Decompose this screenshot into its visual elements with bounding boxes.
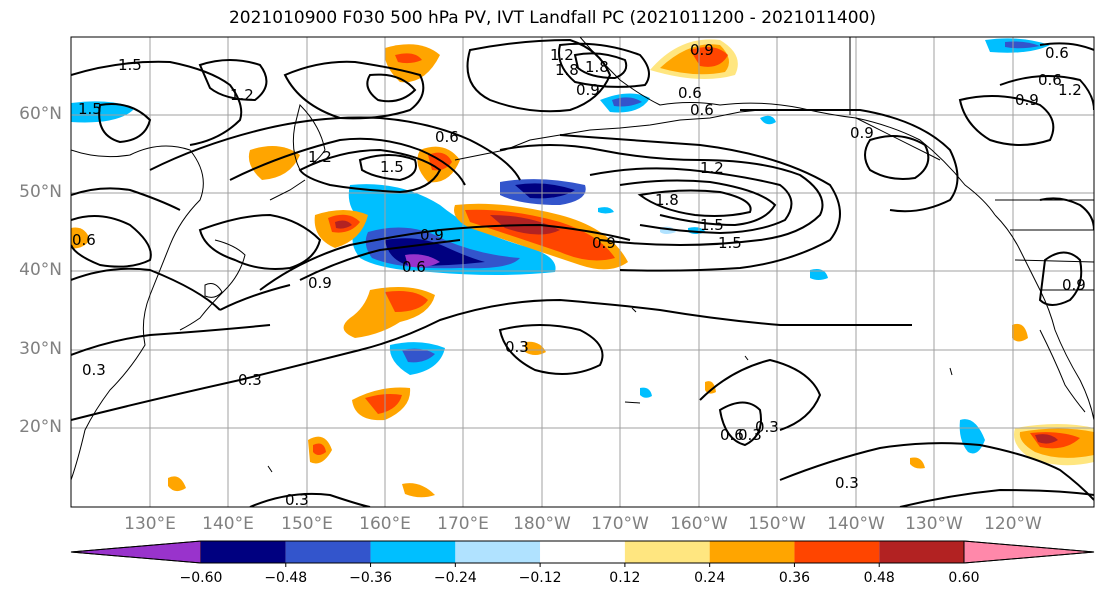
lon-label: 140°E (202, 514, 254, 534)
contour-label: 1.5 (118, 56, 142, 74)
colorbar-tick-label: 0.36 (778, 570, 811, 586)
colorbar-tick-label: 0.60 (948, 570, 980, 586)
colorbar-tick-label: −0.60 (179, 570, 223, 586)
contour-label: 0.3 (238, 371, 262, 389)
contour-labels: 1.5 1.5 1.2 1.2 1.8 1.8 0.9 0.9 0.6 0.6 … (72, 41, 1086, 509)
contour-label: 0.3 (82, 361, 106, 379)
contour-label: 1.8 (555, 61, 579, 79)
lon-label: 130°E (124, 514, 176, 534)
contour-label: 0.3 (835, 474, 859, 492)
colorbar-tick-label: −0.36 (349, 570, 392, 586)
lon-label: 140°W (827, 514, 885, 534)
contour-label: 0.9 (592, 234, 616, 252)
contour-label: 1.2 (308, 148, 332, 166)
contour-label: 0.9 (1015, 91, 1039, 109)
contour-label: 0.6 (720, 426, 744, 444)
contour-label: 1.2 (700, 159, 724, 177)
contour-label: 0.9 (576, 81, 600, 99)
contour-label: 0.6 (678, 84, 702, 102)
contour-label: 0.9 (850, 124, 874, 142)
contour-label: 1.2 (1058, 81, 1082, 99)
lon-label: 180°W (513, 514, 571, 534)
colorbar-tick-label: −0.24 (433, 570, 477, 586)
contour-label: 0.6 (435, 128, 459, 146)
lon-label: 160°E (359, 514, 411, 534)
lon-label: 170°W (591, 514, 649, 534)
contour-label: 0.6 (72, 231, 96, 249)
contour-label: 0.6 (690, 101, 714, 119)
lon-label: 150°W (748, 514, 806, 534)
contour-label: 1.2 (230, 86, 254, 104)
lon-label: 130°W (905, 514, 963, 534)
lon-label: 150°E (281, 514, 333, 534)
contour-label: 0.3 (738, 426, 762, 444)
lon-label: 170°E (437, 514, 489, 534)
contour-label: 0.3 (755, 418, 779, 436)
contour-label: 1.5 (718, 234, 742, 252)
contour-label: 0.9 (690, 41, 714, 59)
lat-label: 20°N (19, 417, 62, 437)
contour-label: 1.2 (550, 46, 574, 64)
contour-label: 0.3 (285, 491, 309, 509)
lon-label: 160°W (670, 514, 728, 534)
contour-label: 0.9 (420, 226, 444, 244)
contour-label: 0.6 (402, 258, 426, 276)
contour-label: 1.5 (78, 100, 102, 118)
contour-label: 1.5 (380, 158, 404, 176)
map-content: 1.5 1.5 1.2 1.2 1.8 1.8 0.9 0.9 0.6 0.6 … (71, 37, 1094, 509)
lat-label: 50°N (19, 182, 62, 202)
map-title: 2021010900 F030 500 hPa PV, IVT Landfall… (228, 8, 876, 28)
contour-label: 0.9 (1062, 276, 1086, 294)
lat-label: 40°N (19, 260, 62, 280)
contour-label: 1.8 (655, 191, 679, 209)
contour-label: 0.3 (505, 338, 529, 356)
coastlines (71, 37, 1094, 481)
colorbar-tick-label: 0.48 (863, 570, 895, 586)
lat-label: 60°N (19, 104, 62, 124)
contour-label: 0.9 (308, 274, 332, 292)
contour-label: 1.5 (700, 216, 724, 234)
colorbar-tick-label: −0.12 (518, 570, 562, 586)
contour-label: 1.8 (585, 58, 609, 76)
colorbar-tick-label: 0.24 (694, 570, 726, 586)
contour-label: 0.6 (1045, 44, 1069, 62)
contour-label: 0.6 (1038, 71, 1062, 89)
gridlines (71, 37, 1094, 507)
pv-contours (71, 38, 1094, 507)
map-frame (70, 36, 1095, 508)
colorbar-tick-label: −0.48 (264, 570, 308, 586)
lat-label: 30°N (19, 339, 62, 359)
lon-label: 120°W (984, 514, 1042, 534)
colorbar-tick-label: 0.12 (609, 570, 641, 586)
